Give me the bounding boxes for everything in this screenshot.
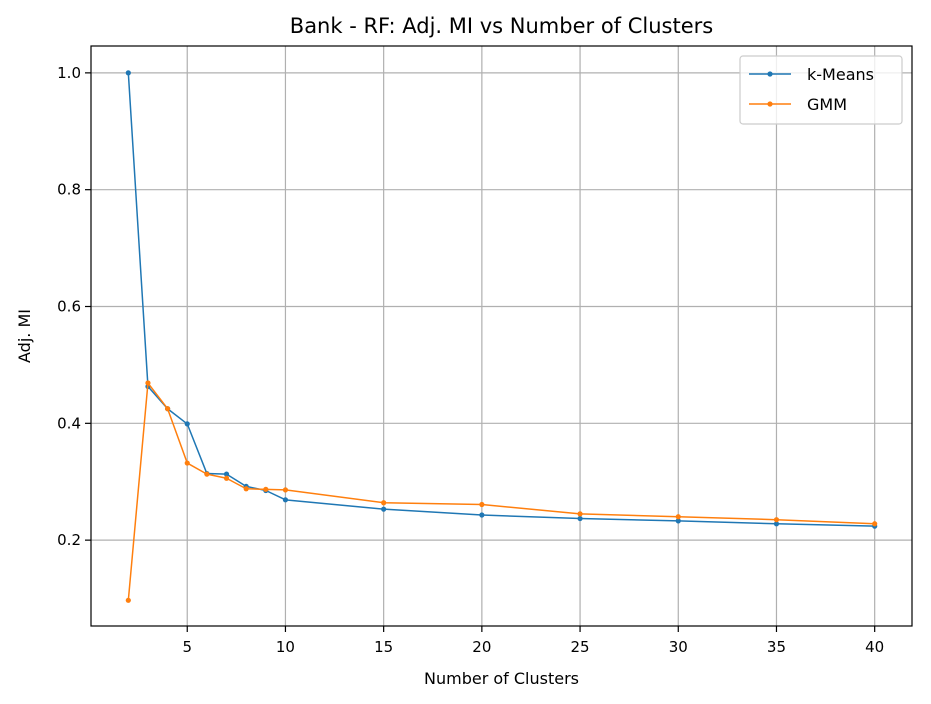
y-axis-label: Adj. MI	[15, 309, 34, 363]
x-tick-label: 25	[571, 638, 590, 656]
y-tick-label: 0.8	[57, 181, 81, 199]
x-tick-label: 10	[276, 638, 295, 656]
legend-frame	[739, 55, 903, 125]
data-point-gmm	[184, 460, 190, 466]
x-tick-label: 15	[374, 638, 393, 656]
chart-title: Bank - RF: Adj. MI vs Number of Clusters	[290, 14, 713, 38]
data-point-k-means	[184, 421, 190, 427]
data-point-k-means	[223, 471, 230, 477]
axis-ticks: 5 10 15 20 25 30 35 40 0.2 0.4 0.6 0.8 1.0	[57, 64, 884, 656]
x-tick-label: 20	[472, 638, 491, 656]
data-point-k-means	[675, 518, 681, 524]
x-tick-label: 5	[182, 638, 192, 656]
data-point-k-means	[479, 512, 485, 518]
data-point-gmm	[263, 486, 269, 492]
series-layer	[125, 70, 878, 603]
y-tick-label: 0.4	[57, 414, 81, 432]
y-tick-label: 1.0	[57, 64, 81, 82]
data-point-gmm	[577, 511, 583, 517]
y-tick-label: 0.6	[57, 298, 81, 316]
series-line-gmm	[127, 382, 875, 601]
x-axis-label: Number of Clusters	[424, 669, 579, 688]
data-point-k-means	[381, 506, 387, 512]
data-point-k-means	[577, 515, 583, 522]
data-point-k-means	[773, 521, 780, 527]
data-point-k-means	[125, 70, 131, 76]
data-point-gmm	[165, 406, 171, 412]
data-point-gmm	[282, 487, 289, 493]
series-line-k-means	[127, 72, 875, 527]
x-tick-label: 30	[669, 638, 688, 656]
data-point-gmm	[675, 514, 681, 520]
data-point-gmm	[381, 500, 387, 506]
data-point-gmm	[145, 380, 151, 386]
legend-label-gmm: GMM	[807, 95, 847, 114]
data-point-gmm	[125, 597, 131, 603]
plot-area-frame	[90, 45, 913, 627]
data-point-gmm	[773, 517, 780, 523]
legend-label-kmeans: k-Means	[807, 65, 874, 84]
data-point-k-means	[282, 497, 289, 503]
data-point-gmm	[204, 471, 210, 477]
legend-marker-gmm	[767, 101, 773, 107]
x-tick-label: 40	[865, 638, 884, 656]
legend-marker-kmeans	[767, 71, 773, 77]
data-point-gmm	[223, 475, 230, 481]
grid	[91, 46, 912, 626]
data-point-gmm	[243, 486, 249, 492]
data-point-gmm	[872, 521, 878, 527]
x-tick-label: 35	[767, 638, 786, 656]
data-point-gmm	[479, 501, 485, 508]
legend: k-Means GMM	[739, 55, 903, 125]
y-tick-label: 0.2	[57, 531, 81, 549]
